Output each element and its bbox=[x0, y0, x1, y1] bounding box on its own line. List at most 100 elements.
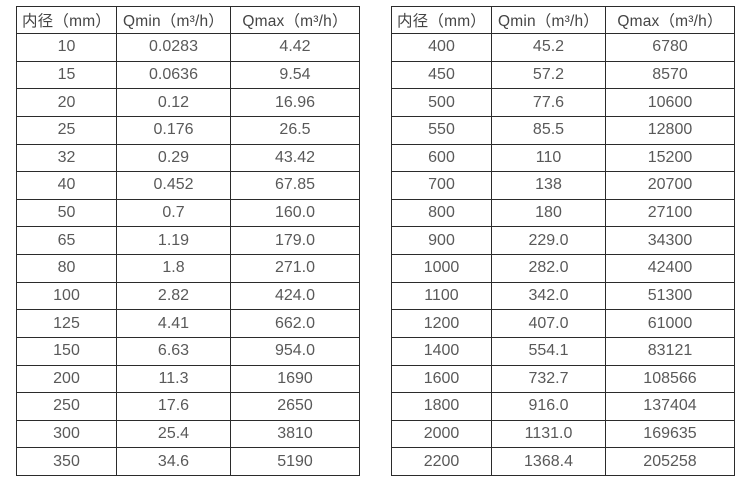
table-row: 250 17.6 2650 bbox=[16, 392, 360, 421]
table-row: 25 0.176 26.5 bbox=[16, 115, 360, 145]
table-cell: 1368.4 bbox=[491, 447, 606, 476]
table-row: 400 45.2 6780 bbox=[391, 33, 735, 62]
table-cell: 1400 bbox=[391, 336, 492, 366]
spec-table-left: 内径（mm） Qmin（m³/h） Qmax（m³/h） 10 0.0283 4.4… bbox=[16, 6, 360, 476]
table-row: 900 229.0 34300 bbox=[391, 226, 735, 255]
table-cell: 25.4 bbox=[116, 419, 231, 449]
table-cell: 40 bbox=[16, 171, 117, 200]
table-cell: 424.0 bbox=[230, 281, 360, 311]
table-cell: 27100 bbox=[605, 198, 735, 228]
table-cell: 20700 bbox=[605, 171, 735, 200]
table-cell: 16.96 bbox=[230, 88, 360, 117]
table-cell: 51300 bbox=[605, 281, 735, 311]
table-cell: 15200 bbox=[605, 143, 735, 173]
table-cell: 550 bbox=[391, 115, 492, 145]
table-cell: 4.42 bbox=[230, 33, 360, 62]
table-cell: 662.0 bbox=[230, 309, 360, 338]
table-cell: 271.0 bbox=[230, 254, 360, 283]
table-cell: 125 bbox=[16, 309, 117, 338]
table-cell: 80 bbox=[16, 254, 117, 283]
table-row: 10 0.0283 4.42 bbox=[16, 33, 360, 62]
header-qmin: Qmin（m³/h） bbox=[491, 6, 606, 34]
table-cell: 65 bbox=[16, 226, 117, 255]
table-cell: 1690 bbox=[230, 364, 360, 394]
table-cell: 34300 bbox=[605, 226, 735, 255]
table-cell: 4.41 bbox=[116, 309, 231, 338]
table-cell: 1200 bbox=[391, 309, 492, 338]
table-body-right: 400 45.2 6780 450 57.2 8570 500 77.6 10600 550 85.… bbox=[391, 33, 735, 476]
table-row: 125 4.41 662.0 bbox=[16, 309, 360, 338]
table-cell: 179.0 bbox=[230, 226, 360, 255]
table-cell: 0.7 bbox=[116, 198, 231, 228]
table-row: 150 6.63 954.0 bbox=[16, 336, 360, 366]
table-cell: 67.85 bbox=[230, 171, 360, 200]
table-cell: 180 bbox=[491, 198, 606, 228]
table-row: 300 25.4 3810 bbox=[16, 419, 360, 449]
table-cell: 26.5 bbox=[230, 115, 360, 145]
table-row: 200 11.3 1690 bbox=[16, 364, 360, 394]
table-row: 40 0.452 67.85 bbox=[16, 171, 360, 200]
table-cell: 1000 bbox=[391, 254, 492, 283]
table-cell: 2.82 bbox=[116, 281, 231, 311]
header-diameter: 内径（mm） bbox=[16, 6, 117, 34]
table-cell: 137404 bbox=[605, 392, 735, 421]
table-row: 100 2.82 424.0 bbox=[16, 281, 360, 311]
table-cell: 138 bbox=[491, 171, 606, 200]
table-row: 65 1.19 179.0 bbox=[16, 226, 360, 255]
table-row: 1000 282.0 42400 bbox=[391, 254, 735, 283]
table-cell: 0.12 bbox=[116, 88, 231, 117]
table-cell: 45.2 bbox=[491, 33, 606, 62]
table-cell: 61000 bbox=[605, 309, 735, 338]
table-row: 500 77.6 10600 bbox=[391, 88, 735, 117]
table-row: 1400 554.1 83121 bbox=[391, 336, 735, 366]
table-row: 600 110 15200 bbox=[391, 143, 735, 173]
table-header-row: 内径（mm） Qmin（m³/h） Qmax（m³/h） bbox=[391, 6, 735, 34]
table-cell: 0.0636 bbox=[116, 60, 231, 90]
table-cell: 350 bbox=[16, 447, 117, 476]
table-cell: 554.1 bbox=[491, 336, 606, 366]
table-cell: 1600 bbox=[391, 364, 492, 394]
table-body-left: 10 0.0283 4.42 15 0.0636 9.54 20 0.12 16.96 25 0.1… bbox=[16, 33, 360, 476]
table-cell: 3810 bbox=[230, 419, 360, 449]
table-cell: 954.0 bbox=[230, 336, 360, 366]
table-row: 450 57.2 8570 bbox=[391, 60, 735, 90]
table-cell: 8570 bbox=[605, 60, 735, 90]
table-cell: 12800 bbox=[605, 115, 735, 145]
table-row: 32 0.29 43.42 bbox=[16, 143, 360, 173]
table-cell: 205258 bbox=[605, 447, 735, 476]
table-cell: 169635 bbox=[605, 419, 735, 449]
table-cell: 10 bbox=[16, 33, 117, 62]
table-cell: 1100 bbox=[391, 281, 492, 311]
table-cell: 42400 bbox=[605, 254, 735, 283]
table-cell: 600 bbox=[391, 143, 492, 173]
header-qmax: Qmax（m³/h） bbox=[605, 6, 735, 34]
table-row: 550 85.5 12800 bbox=[391, 115, 735, 145]
table-cell: 0.176 bbox=[116, 115, 231, 145]
table-cell: 77.6 bbox=[491, 88, 606, 117]
table-row: 20 0.12 16.96 bbox=[16, 88, 360, 117]
table-cell: 800 bbox=[391, 198, 492, 228]
table-cell: 25 bbox=[16, 115, 117, 145]
table-cell: 2000 bbox=[391, 419, 492, 449]
table-cell: 50 bbox=[16, 198, 117, 228]
table-cell: 1.8 bbox=[116, 254, 231, 283]
table-cell: 85.5 bbox=[491, 115, 606, 145]
table-cell: 110 bbox=[491, 143, 606, 173]
table-cell: 15 bbox=[16, 60, 117, 90]
table-cell: 250 bbox=[16, 392, 117, 421]
table-cell: 200 bbox=[16, 364, 117, 394]
table-row: 15 0.0636 9.54 bbox=[16, 60, 360, 90]
spec-table-right: 内径（mm） Qmin（m³/h） Qmax（m³/h） 400 45.2 6780… bbox=[391, 6, 735, 476]
table-cell: 9.54 bbox=[230, 60, 360, 90]
table-cell: 1131.0 bbox=[491, 419, 606, 449]
table-cell: 400 bbox=[391, 33, 492, 62]
table-row: 700 138 20700 bbox=[391, 171, 735, 200]
table-cell: 300 bbox=[16, 419, 117, 449]
table-cell: 700 bbox=[391, 171, 492, 200]
table-cell: 6780 bbox=[605, 33, 735, 62]
table-cell: 11.3 bbox=[116, 364, 231, 394]
table-cell: 20 bbox=[16, 88, 117, 117]
table-cell: 900 bbox=[391, 226, 492, 255]
table-cell: 407.0 bbox=[491, 309, 606, 338]
